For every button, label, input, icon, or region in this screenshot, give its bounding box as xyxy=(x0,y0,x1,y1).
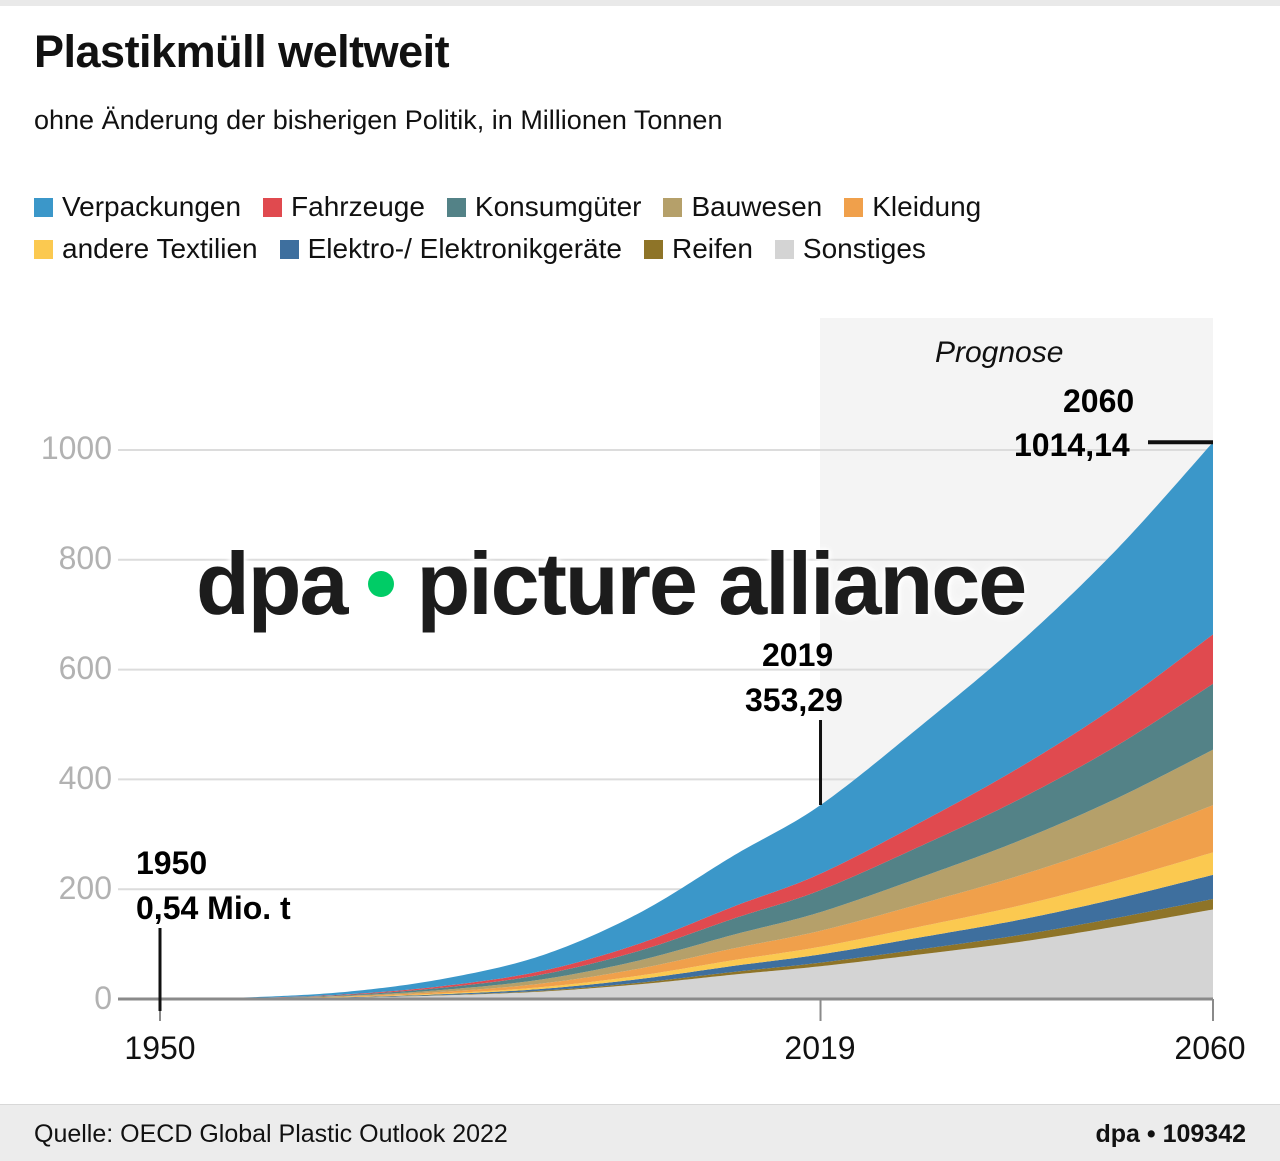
legend-item-fahrzeuge: Fahrzeuge xyxy=(263,193,425,221)
chart-legend: Verpackungen Fahrzeuge Konsumgüter Bauwe… xyxy=(34,186,1254,270)
x-tick-1950: 1950 xyxy=(124,1030,196,1066)
annotation-2060-year: 2060 xyxy=(1063,383,1135,419)
legend-label: Bauwesen xyxy=(691,191,823,222)
legend-label: Fahrzeuge xyxy=(291,191,425,222)
y-tick-1000: 1000 xyxy=(40,430,112,466)
page-title: Plastikmüll weltweit xyxy=(34,26,450,77)
legend-swatch-icon xyxy=(643,239,663,259)
top-divider xyxy=(0,0,1280,6)
x-tick-2060: 2060 xyxy=(1174,1030,1246,1066)
x-tick-2019: 2019 xyxy=(784,1030,856,1066)
legend-item-elektro: Elektro-/ Elektronikgeräte xyxy=(279,233,622,264)
annotation-2019-value: 353,29 xyxy=(745,682,843,718)
legend-swatch-icon xyxy=(844,197,864,217)
y-tick-400: 400 xyxy=(58,760,112,796)
legend-row-2: andere Textilien Elektro-/ Elektronikger… xyxy=(34,228,1254,270)
legend-swatch-icon xyxy=(34,197,53,217)
y-tick-0: 0 xyxy=(94,980,112,1016)
legend-item-andere-textilien: andere Textilien xyxy=(34,235,258,263)
dpa-watermark: dpa picture alliance xyxy=(196,533,1027,635)
legend-label: Sonstiges xyxy=(802,233,926,264)
legend-label: Elektro-/ Elektronikgeräte xyxy=(307,233,622,264)
annotation-2060-value: 1014,14 xyxy=(1014,427,1130,463)
legend-swatch-icon xyxy=(663,197,683,217)
y-tick-600: 600 xyxy=(58,650,112,686)
legend-swatch-icon xyxy=(774,239,794,259)
legend-item-kleidung: Kleidung xyxy=(844,193,981,221)
page-subtitle: ohne Änderung der bisherigen Politik, in… xyxy=(34,105,723,135)
legend-item-reifen: Reifen xyxy=(643,233,753,264)
legend-item-konsumgueter: Konsumgüter xyxy=(446,191,642,222)
y-tick-200: 200 xyxy=(58,870,112,906)
legend-swatch-icon xyxy=(279,239,299,259)
legend-swatch-icon xyxy=(263,197,283,217)
annotation-2019-year: 2019 xyxy=(762,637,834,673)
watermark-dot-icon xyxy=(368,571,395,597)
annotation-1950-year: 1950 xyxy=(136,845,208,881)
forecast-label: Prognose xyxy=(935,336,1064,369)
legend-swatch-icon xyxy=(446,197,466,217)
legend-label: Kleidung xyxy=(872,191,982,222)
source-label: Quelle: OECD Global Plastic Outlook 2022 xyxy=(34,1120,508,1148)
legend-label: Konsumgüter xyxy=(474,191,642,222)
legend-item-bauwesen: Bauwesen xyxy=(663,193,822,221)
legend-item-verpackungen: Verpackungen xyxy=(34,193,241,221)
legend-label: andere Textilien xyxy=(62,233,258,264)
legend-row-1: Verpackungen Fahrzeuge Konsumgüter Bauwe… xyxy=(34,186,1254,228)
footer-bar xyxy=(0,1105,1280,1161)
legend-swatch-icon xyxy=(34,239,53,259)
legend-label: Reifen xyxy=(671,233,753,264)
credit-label: dpa • 109342 xyxy=(1095,1120,1246,1148)
footer-divider xyxy=(0,1104,1280,1105)
annotation-1950-value: 0,54 Mio. t xyxy=(136,890,291,926)
watermark-text-right: picture alliance xyxy=(416,534,1027,633)
y-tick-800: 800 xyxy=(58,540,112,576)
legend-label: Verpackungen xyxy=(62,191,242,222)
watermark-text-left: dpa xyxy=(196,534,348,633)
legend-item-sonstiges: Sonstiges xyxy=(774,233,926,264)
